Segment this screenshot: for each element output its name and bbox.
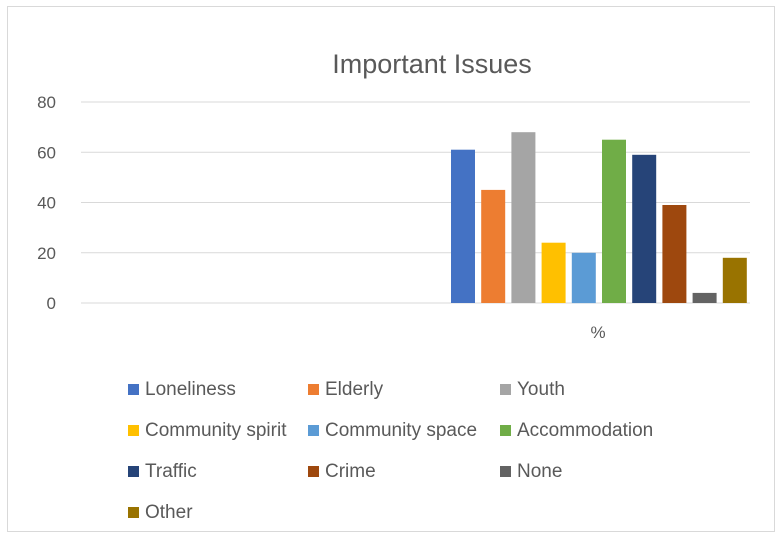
legend-swatch <box>500 466 511 477</box>
bar-accommodation <box>602 139 626 303</box>
legend-label: Other <box>145 501 193 523</box>
y-tick-label: 40 <box>37 194 56 213</box>
bar-youth <box>511 132 536 303</box>
y-tick-labels: 0 20 40 60 80 <box>37 93 56 313</box>
legend-item: Community spirit <box>128 420 308 442</box>
x-category-labels: % <box>590 323 605 342</box>
y-tick-label: 60 <box>37 143 56 162</box>
y-tick-label: 80 <box>37 93 56 112</box>
bar-community-spirit <box>541 242 566 303</box>
legend-item: Accommodation <box>500 420 690 442</box>
legend-item: Youth <box>500 379 690 401</box>
bar-loneliness <box>451 149 475 303</box>
legend-swatch <box>308 425 319 436</box>
chart-plot: 0 20 40 60 80 % <box>37 93 750 342</box>
legend-item: Crime <box>308 461 500 483</box>
legend-item: Elderly <box>308 379 500 401</box>
legend-label: Community spirit <box>145 419 287 441</box>
legend-swatch <box>308 384 319 395</box>
bars <box>451 132 747 304</box>
chart-title: Important Issues <box>332 49 532 79</box>
legend-swatch <box>308 466 319 477</box>
legend-swatch <box>500 384 511 395</box>
bar-crime <box>662 205 687 303</box>
x-category-label: % <box>590 323 605 342</box>
legend-swatch <box>500 425 511 436</box>
bar-none <box>692 292 717 303</box>
legend-swatch <box>128 384 139 395</box>
legend-label: Youth <box>517 378 565 400</box>
legend-item: Other <box>128 502 308 524</box>
legend-item: Traffic <box>128 461 308 483</box>
legend-swatch <box>128 425 139 436</box>
legend-item: None <box>500 461 690 483</box>
legend-swatch <box>128 466 139 477</box>
bar-community-space <box>571 252 596 304</box>
legend-item: Community space <box>308 420 500 442</box>
y-tick-label: 0 <box>47 294 56 313</box>
legend-label: None <box>517 460 563 482</box>
legend-label: Traffic <box>145 460 197 482</box>
legend-label: Elderly <box>325 378 384 400</box>
y-tick-label: 20 <box>37 244 56 263</box>
legend-label: Loneliness <box>145 378 236 400</box>
legend-row: Community spirit Community space Accommoda… <box>128 410 768 451</box>
legend: Loneliness Elderly Youth Community spirit Co… <box>128 369 768 533</box>
legend-label: Community space <box>325 419 478 441</box>
legend-label: Crime <box>325 460 376 482</box>
legend-item: Loneliness <box>128 379 308 401</box>
legend-label: Accommodation <box>517 419 654 441</box>
legend-row: Traffic Crime None <box>128 451 768 492</box>
chart-area: 0 20 40 60 80 % Important Issues Loneliness E… <box>7 6 775 532</box>
legend-swatch <box>128 507 139 518</box>
legend-row: Loneliness Elderly Youth <box>128 369 768 410</box>
bar-elderly <box>481 189 506 303</box>
bar-other <box>722 257 747 303</box>
legend-row: Other <box>128 492 768 533</box>
bar-traffic <box>632 154 657 303</box>
